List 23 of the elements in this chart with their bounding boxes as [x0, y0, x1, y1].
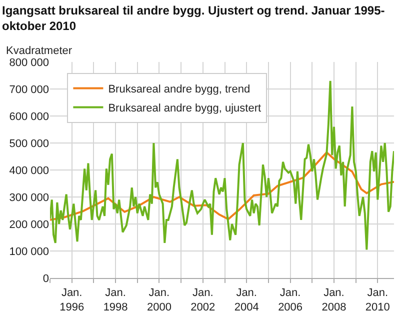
- y-tick-label: 500 000: [9, 138, 49, 150]
- x-tick-label: Jan. 2002: [190, 287, 216, 314]
- line-series: [50, 151, 394, 221]
- x-tick-label: Jan. 2006: [278, 287, 303, 314]
- y-tick-label: 800 000: [9, 56, 49, 69]
- x-tick-label: Jan. 1998: [103, 287, 128, 314]
- x-tick-label: Jan. 2010: [365, 287, 390, 314]
- x-tick-label: Jan. 2004: [234, 287, 259, 314]
- y-tick-label: 0: [42, 272, 49, 285]
- y-tick-label: 600 000: [9, 110, 49, 123]
- legend-label: Bruksareal andre bygg, ujustert: [108, 102, 262, 115]
- x-tick-label: Jan. 2008: [322, 287, 346, 314]
- y-tick-label: 300 000: [9, 192, 49, 204]
- y-tick-label: 100 000: [9, 246, 49, 258]
- chart-title: Igangsatt bruksareal til andre bygg. Ujustert og trend. Januar 1995-oktober 2010: [2, 3, 385, 33]
- y-tick-label: 700 000: [9, 84, 49, 96]
- x-tick-label: Jan. 1996: [60, 287, 84, 314]
- y-tick-label: 200 000: [9, 218, 49, 231]
- line-series: [50, 80, 394, 251]
- y-tick-label: 400 000: [9, 164, 49, 177]
- legend-label: Bruksareal andre bygg, trend: [108, 84, 250, 96]
- y-axis-title: Kvadratmeter: [6, 45, 72, 57]
- x-tick-label: Jan. 2000: [146, 287, 172, 314]
